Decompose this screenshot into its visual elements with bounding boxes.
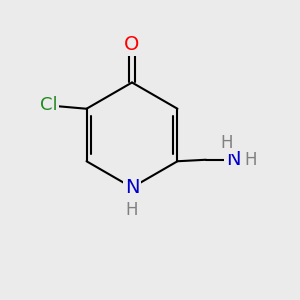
Text: H: H [220, 134, 232, 152]
Text: H: H [126, 201, 138, 219]
Text: Cl: Cl [40, 95, 58, 113]
Text: N: N [226, 150, 240, 169]
Text: H: H [244, 151, 256, 169]
Text: O: O [124, 35, 140, 55]
Text: N: N [125, 178, 139, 197]
